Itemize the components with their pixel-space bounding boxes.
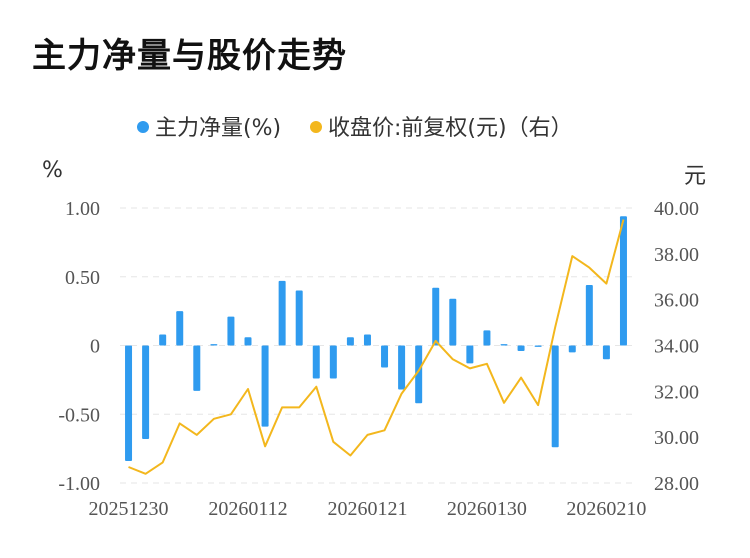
net-flow-bar <box>585 285 593 346</box>
net-flow-bar <box>415 345 423 404</box>
left-axis-tick-label: 0.50 <box>65 267 100 289</box>
right-axis-tick-label: 28.00 <box>654 473 699 495</box>
left-axis-tick-label: -1.00 <box>58 473 100 495</box>
legend-dot-icon-net-flow <box>137 121 149 133</box>
net-flow-bar <box>551 345 559 448</box>
x-axis-tick-label: 20260130 <box>447 498 527 520</box>
net-flow-bar <box>500 344 508 346</box>
net-flow-bar <box>346 337 354 346</box>
x-axis-tick-label: 20260121 <box>327 498 407 520</box>
legend-label-close-price: 收盘价:前复权(元)（右） <box>328 116 573 141</box>
net-flow-bar <box>432 287 440 346</box>
right-axis-tick-label: 36.00 <box>654 290 699 312</box>
right-axis-tick-label: 30.00 <box>654 427 699 449</box>
net-flow-bar <box>466 345 474 364</box>
left-axis-tick-label: -0.50 <box>58 404 100 426</box>
left-axis-tick-label: 0 <box>90 336 100 358</box>
close-price-line <box>128 219 625 475</box>
x-axis-ticks: 20251230 20260112 20260121 20260130 20260210 <box>89 498 647 520</box>
net-flow-bar <box>363 334 371 346</box>
net-flow-bar <box>534 345 542 347</box>
legend-item-close-price[interactable]: 收盘价:前复权(元)（右） <box>310 110 573 142</box>
left-axis-tick-label: 1.00 <box>65 198 100 220</box>
net-flow-bar <box>142 345 150 439</box>
gridlines <box>120 207 632 484</box>
net-flow-bar <box>295 290 303 346</box>
net-flow-bar <box>381 345 389 368</box>
left-axis-ticks: 1.00 0.50 0 -0.50 -1.00 <box>58 198 100 495</box>
right-axis-tick-label: 34.00 <box>654 336 699 358</box>
net-flow-bar <box>312 345 320 379</box>
close-price-line-group <box>128 219 625 475</box>
right-axis-tick-label: 38.00 <box>654 244 699 266</box>
net-flow-bars <box>125 216 627 461</box>
net-flow-bar <box>244 337 252 346</box>
net-flow-bar <box>159 334 167 346</box>
net-flow-bar <box>517 345 525 351</box>
net-flow-bar <box>568 345 576 353</box>
x-axis-tick-label: 20260210 <box>566 498 646 520</box>
legend: 主力净量(%) 收盘价:前复权(元)（右） <box>0 110 750 142</box>
net-flow-bar <box>398 345 406 390</box>
right-axis-unit: 元 <box>684 164 707 189</box>
net-flow-bar <box>193 345 201 391</box>
net-flow-bar <box>125 345 133 461</box>
legend-dot-icon-close-price <box>310 121 322 133</box>
net-flow-bar <box>261 345 269 427</box>
right-axis-ticks: 40.00 38.00 36.00 34.00 32.00 30.00 28.00 <box>654 198 699 495</box>
net-flow-bar <box>602 345 610 360</box>
net-flow-bar <box>210 344 218 346</box>
net-flow-bar <box>278 280 286 346</box>
right-axis-tick-label: 32.00 <box>654 381 699 403</box>
net-flow-bar <box>227 316 235 346</box>
net-flow-bar <box>329 345 337 379</box>
right-axis-tick-label: 40.00 <box>654 198 699 220</box>
net-flow-bar <box>619 216 627 346</box>
legend-label-net-flow: 主力净量(%) <box>155 116 282 141</box>
x-axis-tick-label: 20251230 <box>89 498 169 520</box>
net-flow-bar <box>449 298 457 346</box>
x-axis-tick-label: 20260112 <box>208 498 287 520</box>
left-axis-unit: % <box>42 158 63 183</box>
chart-title: 主力净量与股价走势 <box>32 36 347 76</box>
net-flow-bar <box>176 311 184 346</box>
legend-item-net-flow[interactable]: 主力净量(%) <box>137 110 281 142</box>
net-flow-bar <box>483 330 491 346</box>
